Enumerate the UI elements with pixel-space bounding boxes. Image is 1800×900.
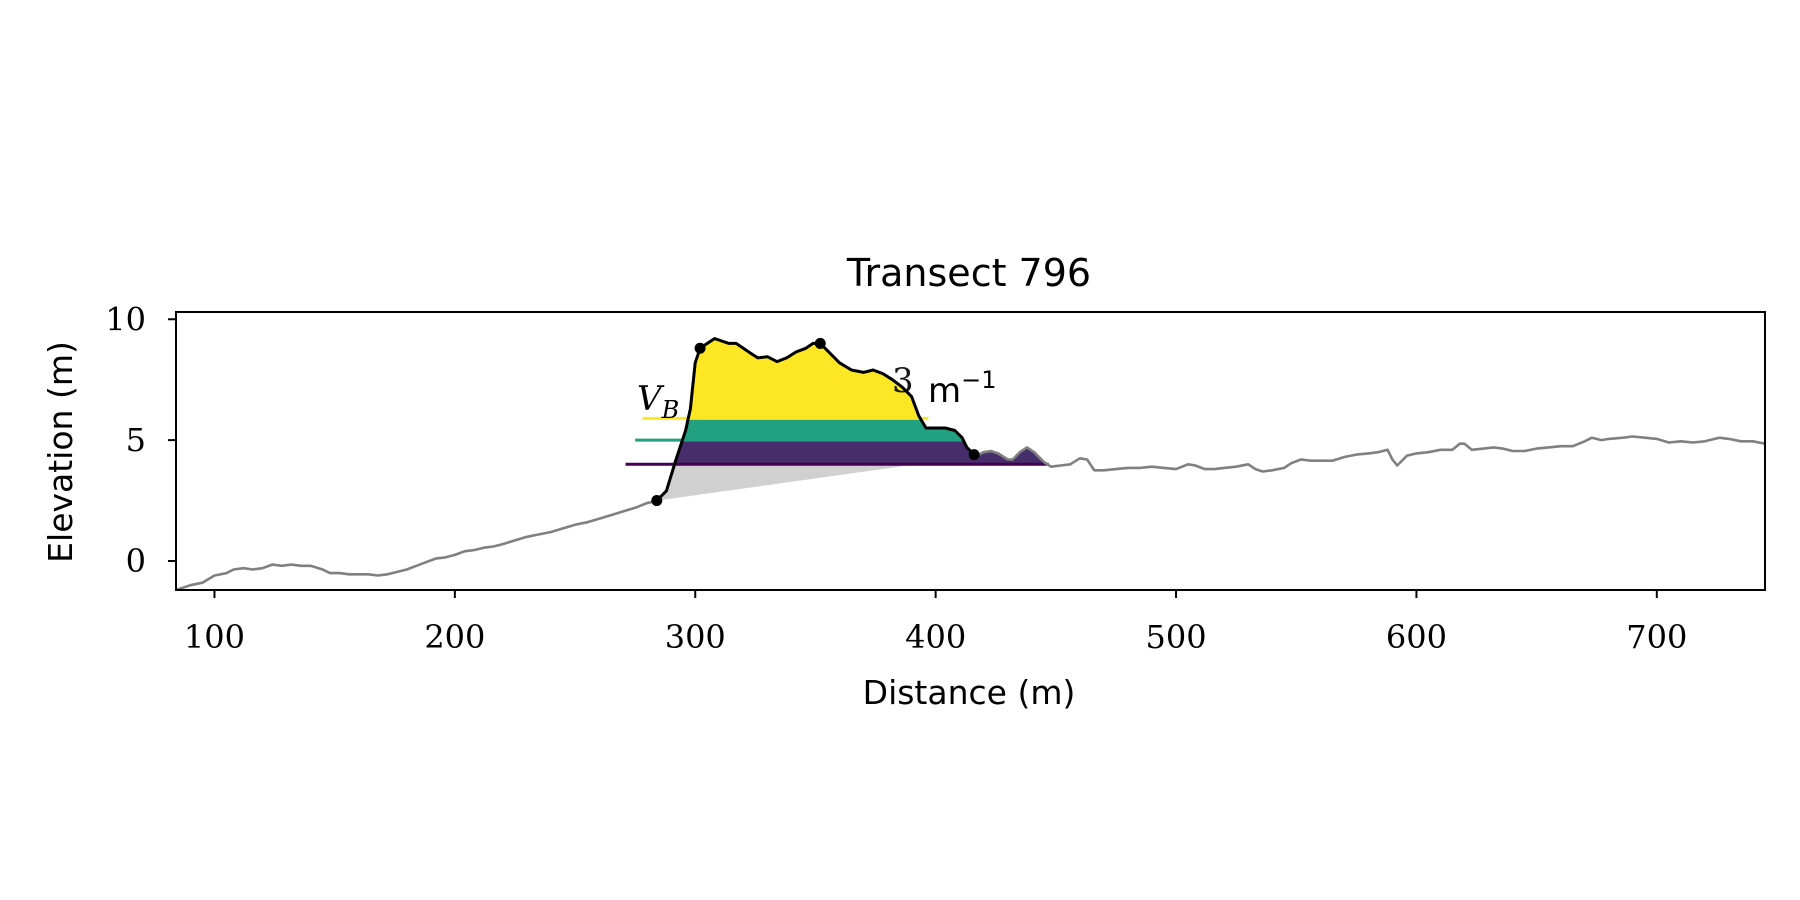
annotation-unit: m−1 bbox=[928, 366, 997, 411]
annotation-partial-glyph: 3 bbox=[892, 361, 914, 401]
plot-area bbox=[176, 337, 1765, 590]
annotation-variable: V bbox=[637, 379, 665, 419]
annotation-unit-superscript: −1 bbox=[961, 366, 996, 394]
x-axis-label: Distance (m) bbox=[863, 673, 1076, 712]
x-tick-label: 700 bbox=[1626, 618, 1687, 656]
y-tick-label: 0 bbox=[126, 542, 146, 580]
x-axis: 100 200 300 400 500 600 700 bbox=[184, 590, 1687, 656]
x-tick-label: 100 bbox=[184, 618, 245, 656]
x-tick-label: 300 bbox=[665, 618, 726, 656]
plot-frame bbox=[175, 311, 1766, 591]
y-axis-label: Elevation (m) bbox=[41, 341, 80, 563]
x-tick-label: 200 bbox=[424, 618, 485, 656]
volume-band-high bbox=[688, 338, 921, 419]
annotation-subscript: B bbox=[661, 396, 680, 424]
dune-marker-2 bbox=[694, 342, 706, 354]
dune-marker-1 bbox=[651, 495, 663, 507]
chart-title: Transect 796 bbox=[846, 251, 1091, 295]
profile-line-landward bbox=[978, 435, 1765, 473]
x-tick-label: 400 bbox=[905, 618, 966, 656]
dune-marker-4 bbox=[968, 449, 980, 461]
below-base-fill bbox=[656, 464, 917, 501]
profile-line-seaward bbox=[176, 499, 660, 590]
y-tick-label: 10 bbox=[105, 300, 146, 338]
x-tick-label: 500 bbox=[1145, 618, 1206, 656]
annotation-unit-text: m bbox=[928, 371, 961, 411]
dune-marker-3 bbox=[814, 337, 826, 349]
y-tick-label: 5 bbox=[126, 421, 146, 459]
volume-annotation: VB bbox=[637, 379, 679, 424]
x-tick-label: 600 bbox=[1386, 618, 1447, 656]
y-axis: 0 5 10 bbox=[105, 300, 176, 580]
